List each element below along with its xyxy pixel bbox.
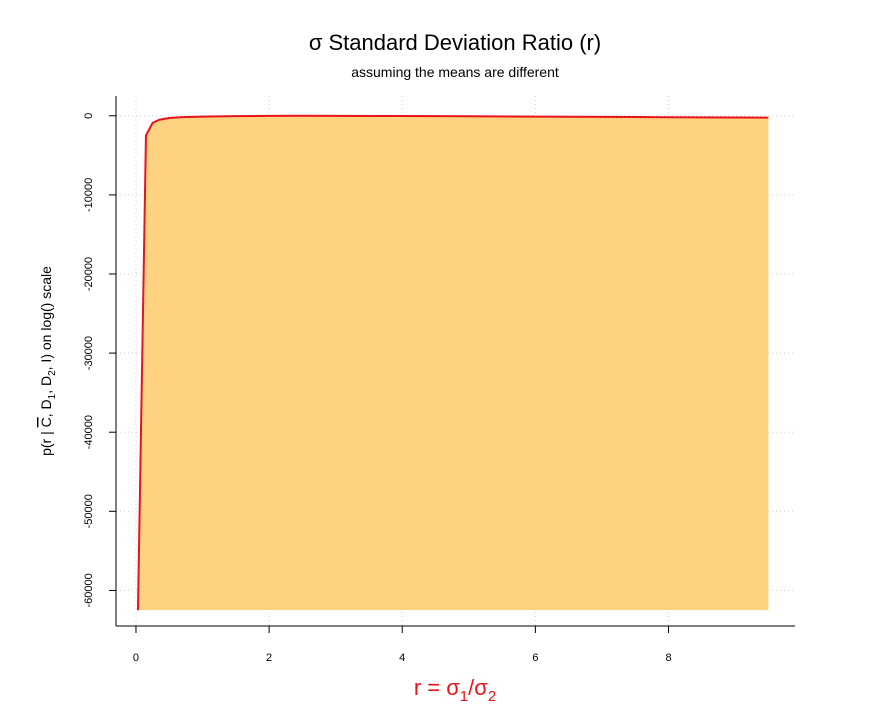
x-tick-label: 0 bbox=[133, 652, 139, 664]
x-ticks: 0 2 4 6 8 bbox=[133, 626, 672, 664]
x-tick-label: 6 bbox=[532, 652, 538, 664]
y-ticks: 0 -10000 -20000 -30000 -40000 -50000 -60000 bbox=[83, 113, 116, 608]
x-axis-label: r = σ1/σ2 bbox=[414, 675, 496, 705]
x-tick-label: 2 bbox=[266, 652, 272, 664]
x-tick-label: 8 bbox=[665, 652, 671, 664]
x-tick-label: 4 bbox=[399, 652, 405, 664]
y-tick-label: -50000 bbox=[83, 494, 95, 528]
y-tick-label: -40000 bbox=[83, 415, 95, 449]
y-tick-label: -60000 bbox=[83, 573, 95, 607]
y-tick-label: -30000 bbox=[83, 336, 95, 370]
area-fill bbox=[137, 115, 769, 611]
axes bbox=[115, 96, 795, 627]
series-line bbox=[136, 114, 769, 611]
y-axis-label: p(r | C, D1, D2, I) on log() scale bbox=[38, 266, 58, 456]
chart-title: σ Standard Deviation Ratio (r) bbox=[309, 30, 601, 55]
chart-subtitle: assuming the means are different bbox=[351, 64, 559, 80]
y-tick-label: 0 bbox=[83, 113, 95, 119]
y-tick-label: -10000 bbox=[83, 178, 95, 212]
y-tick-label: -20000 bbox=[83, 257, 95, 291]
